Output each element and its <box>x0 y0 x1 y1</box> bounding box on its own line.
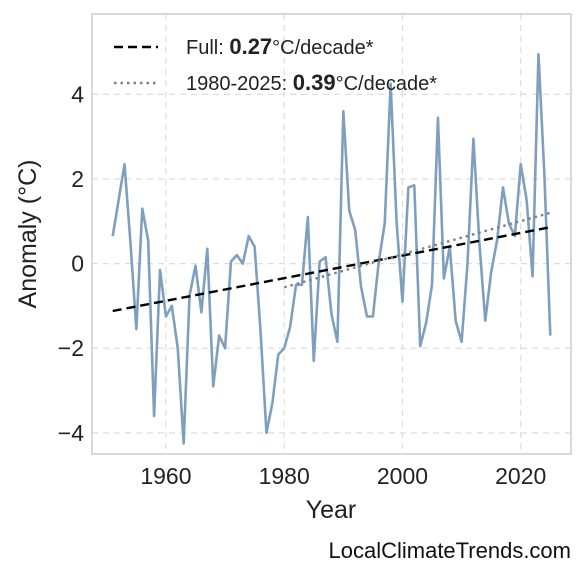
y-tick-label: −4 <box>58 420 84 446</box>
x-tick-label: 2020 <box>495 463 546 489</box>
legend-label-suffix: °C/decade* <box>272 37 374 59</box>
series-group <box>111 52 552 445</box>
x-tick-label: 1960 <box>140 463 191 489</box>
y-axis-title: Anomaly (°C) <box>14 160 42 309</box>
grid-lines <box>92 14 571 454</box>
plot-frame <box>91 13 572 455</box>
x-tick-label: 2000 <box>377 463 428 489</box>
legend-label-value: 0.39 <box>293 70 336 95</box>
y-tick-label: 2 <box>71 166 84 192</box>
legend-label-full: Full: 0.27°C/decade* <box>186 34 374 59</box>
recent-trend-line <box>283 211 551 289</box>
x-axis-ticks: 1960 1980 2000 2020 <box>140 463 546 489</box>
legend-label-suffix: °C/decade* <box>336 73 438 95</box>
y-tick-label: −2 <box>58 335 84 361</box>
legend-label-recent: 1980-2025: 0.39°C/decade* <box>186 70 437 95</box>
anomaly-series-line <box>111 52 552 445</box>
legend-label-prefix: Full: <box>186 37 229 59</box>
legend-label-prefix: 1980-2025: <box>186 73 293 95</box>
legend: Full: 0.27°C/decade*1980-2025: 0.39°C/de… <box>114 34 437 95</box>
legend-label-value: 0.27 <box>229 34 272 59</box>
y-tick-label: 4 <box>71 81 84 107</box>
x-axis-title: Year <box>306 496 357 524</box>
full-trend-line <box>112 226 551 313</box>
x-tick-label: 1980 <box>259 463 310 489</box>
watermark-text: LocalClimateTrends.com <box>328 538 572 563</box>
y-axis-ticks: −4 −2 0 2 4 <box>58 81 84 445</box>
y-tick-label: 0 <box>71 251 84 277</box>
